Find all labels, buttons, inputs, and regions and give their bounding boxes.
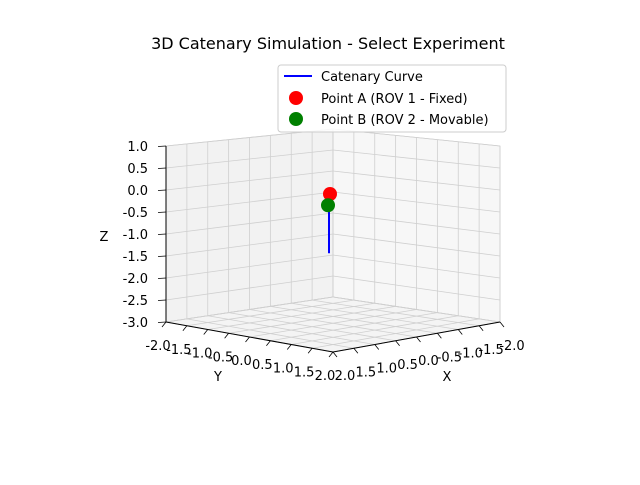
x-tick-mark bbox=[499, 321, 505, 328]
y-tick-label: -1.5 bbox=[166, 343, 191, 358]
z-tick-label: -3.0 bbox=[123, 316, 148, 331]
x-tick-label: -1.5 bbox=[478, 343, 503, 358]
y-tick-label: 0.5 bbox=[252, 358, 273, 373]
x-tick-mark bbox=[437, 333, 442, 339]
x-tick-mark bbox=[332, 351, 338, 358]
z-tick-mark bbox=[157, 255, 167, 257]
y-tick-mark bbox=[307, 348, 313, 354]
data-series bbox=[321, 187, 337, 254]
y-tick-mark bbox=[182, 325, 188, 331]
axes bbox=[157, 145, 505, 358]
z-tick-mark bbox=[157, 211, 167, 213]
z-tick-label: -1.0 bbox=[123, 228, 148, 243]
floor-gridline-a bbox=[270, 312, 438, 342]
legend-box bbox=[277, 64, 507, 133]
point-b-marker bbox=[321, 198, 335, 213]
tick-labels: 1.00.50.0-0.5-1.0-1.5-2.0-2.5-3.0-2.0-1.… bbox=[123, 140, 525, 384]
z-tick-mark bbox=[157, 299, 167, 301]
floor-gridline-b bbox=[186, 318, 354, 349]
x-tick-label: 0.0 bbox=[418, 354, 439, 369]
x-tick-mark bbox=[353, 348, 359, 354]
x-tick-label: 0.5 bbox=[397, 358, 418, 373]
legend-label-catenary: Catenary Curve bbox=[321, 70, 423, 85]
floor-gridline-a bbox=[291, 315, 459, 345]
z-tick-label: -2.0 bbox=[123, 272, 148, 287]
z-tick-mark bbox=[157, 145, 167, 147]
y-tick-label: 0.0 bbox=[231, 354, 252, 369]
y-tick-mark bbox=[245, 336, 250, 343]
z-tick-mark bbox=[157, 233, 167, 235]
z-tick-label: 0.0 bbox=[127, 184, 148, 199]
x-tick-mark bbox=[395, 340, 400, 346]
y-tick-label: 1.5 bbox=[294, 365, 315, 380]
y-tick-mark bbox=[161, 321, 167, 328]
legend-label-point-a: Point A (ROV 1 - Fixed) bbox=[321, 92, 468, 107]
y-tick-mark bbox=[203, 329, 209, 335]
z-tick-label: -1.5 bbox=[123, 250, 148, 265]
y-tick-mark bbox=[286, 344, 292, 350]
z-tick-label: -2.5 bbox=[123, 294, 148, 309]
legend-green-marker bbox=[289, 112, 303, 126]
floor-gridline-a bbox=[312, 318, 480, 349]
x-tick-mark bbox=[457, 329, 463, 335]
floor-gridline-b bbox=[228, 312, 396, 342]
z-tick-label: 0.5 bbox=[127, 162, 148, 177]
x-tick-mark bbox=[416, 336, 421, 343]
z-tick-mark bbox=[157, 167, 167, 169]
legend-label-point-b: Point B (ROV 2 - Movable) bbox=[321, 113, 489, 128]
y-tick-mark bbox=[266, 340, 271, 346]
y-tick-mark bbox=[224, 333, 229, 339]
y-tick-label: -0.5 bbox=[208, 350, 233, 365]
z-tick-mark bbox=[157, 321, 167, 323]
z-tick-label: -0.5 bbox=[123, 206, 148, 221]
chart-title: 3D Catenary Simulation - Select Experime… bbox=[151, 34, 505, 53]
x-tick-label: -2.0 bbox=[499, 339, 524, 354]
y-tick-mark bbox=[328, 351, 334, 358]
x-tick-label: 2.0 bbox=[335, 369, 356, 384]
x-axis-label: X bbox=[443, 370, 452, 385]
y-tick-label: 2.0 bbox=[315, 369, 336, 384]
z-tick-mark bbox=[157, 189, 167, 191]
floor-gridline-b bbox=[249, 309, 417, 338]
legend-red-marker bbox=[289, 91, 303, 105]
z-axis-label: Z bbox=[100, 230, 109, 245]
x-tick-label: -0.5 bbox=[437, 350, 462, 365]
legend: Catenary Curve Point A (ROV 1 - Fixed) P… bbox=[277, 64, 507, 133]
z-tick-label: 1.0 bbox=[127, 140, 148, 155]
floor-gridline-b bbox=[207, 315, 375, 345]
y-tick-label: 1.0 bbox=[273, 362, 294, 377]
x-tick-label: 1.0 bbox=[376, 362, 397, 377]
x-tick-label: -1.0 bbox=[458, 347, 483, 362]
y-tick-label: -1.0 bbox=[187, 347, 212, 362]
x-tick-mark bbox=[374, 344, 380, 350]
x-tick-label: 1.5 bbox=[356, 365, 377, 380]
x-tick-mark bbox=[478, 325, 484, 331]
y-tick-label: -2.0 bbox=[145, 339, 170, 354]
z-tick-mark bbox=[157, 277, 167, 279]
y-axis-label: Y bbox=[213, 370, 222, 385]
point-a-marker bbox=[323, 187, 337, 201]
